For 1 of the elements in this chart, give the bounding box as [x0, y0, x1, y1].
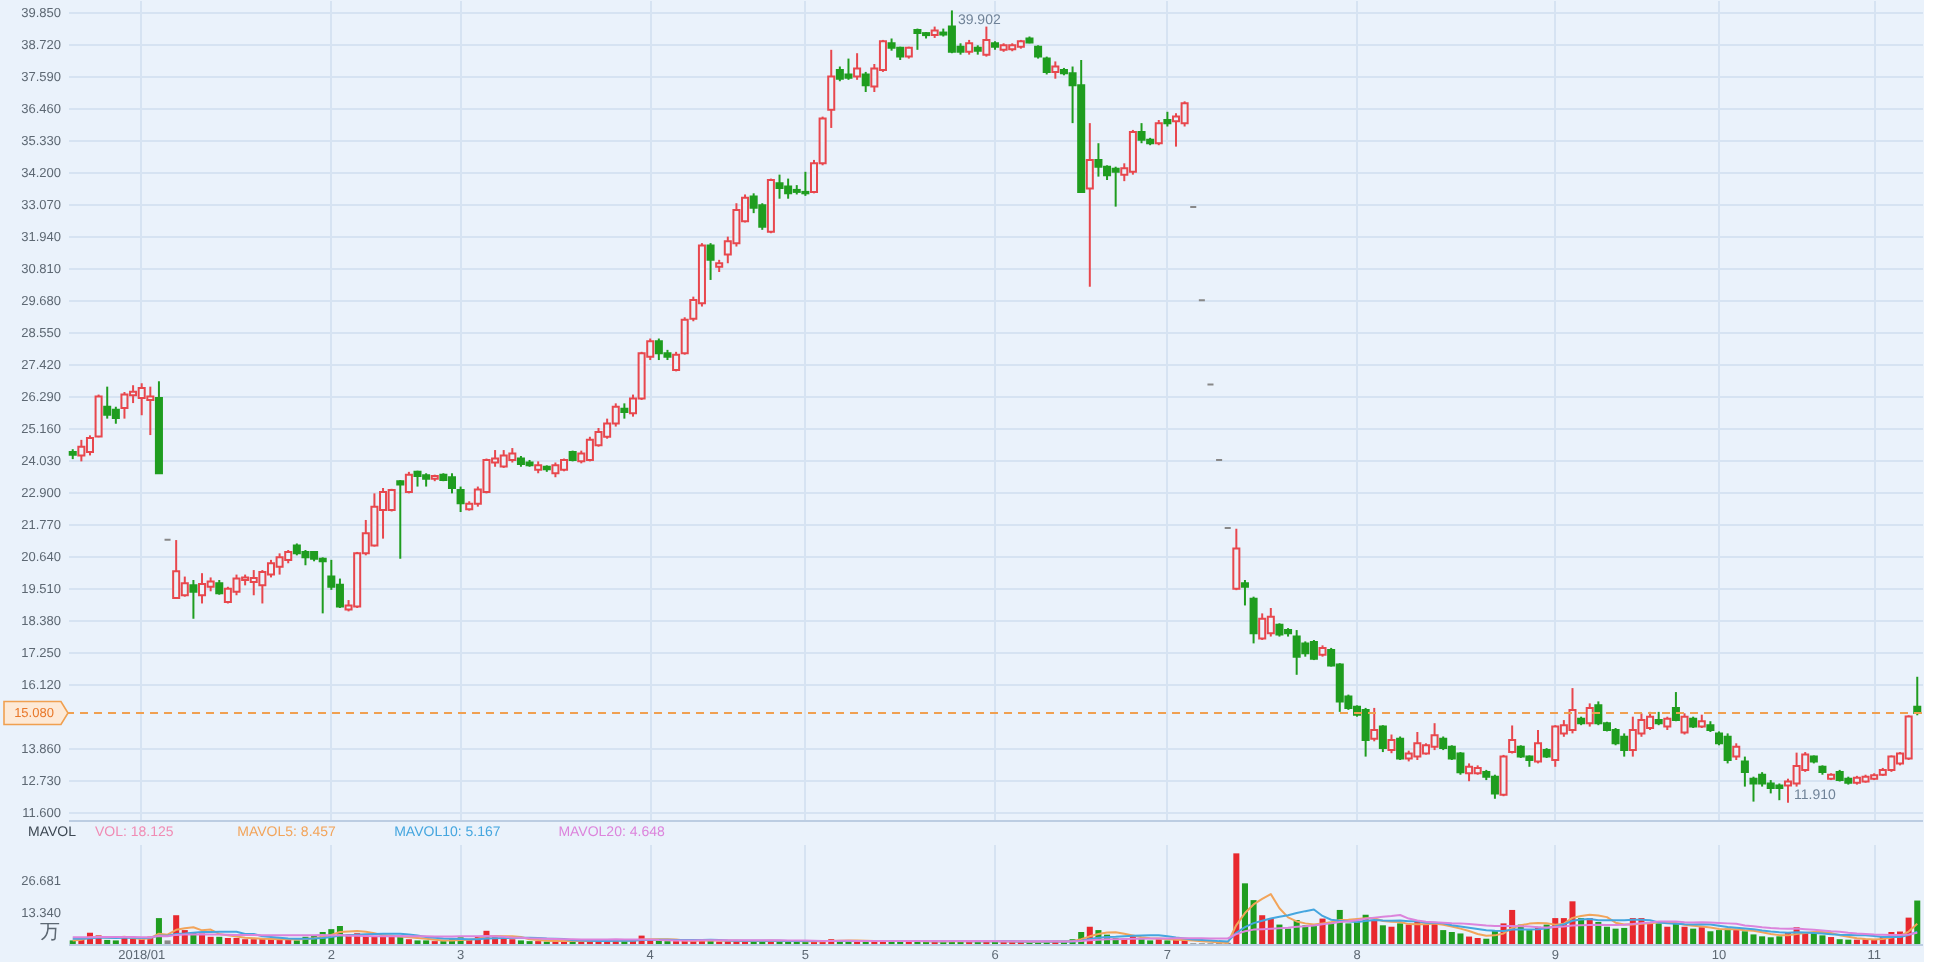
y-axis-title: 万	[40, 922, 60, 944]
